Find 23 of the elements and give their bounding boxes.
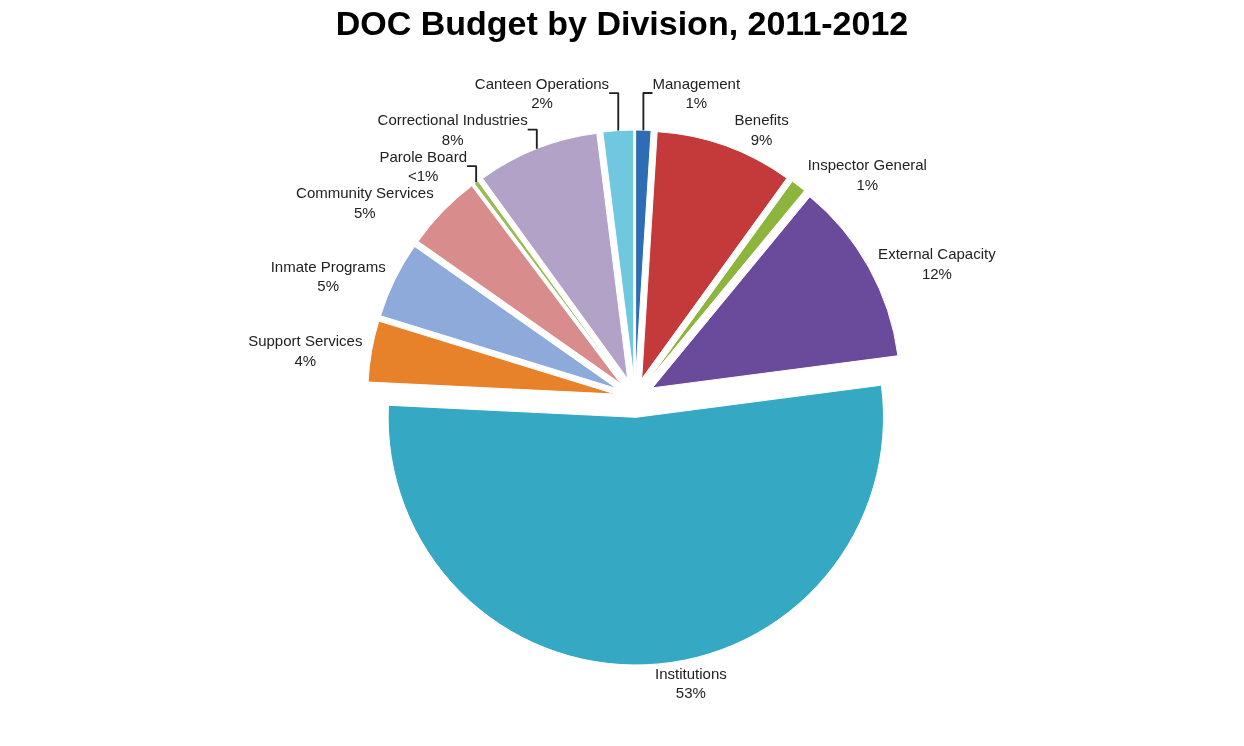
data-label: 4% (294, 351, 317, 369)
data-label: 53% (675, 684, 706, 702)
slice-label: Community Services (296, 184, 434, 202)
data-label: 8% (441, 130, 464, 148)
data-label: 9% (750, 130, 773, 148)
slice-label: Management (652, 74, 741, 92)
data-label: 1% (685, 94, 708, 112)
data-label: 12% (921, 264, 952, 282)
slice-label: Parole Board (379, 147, 468, 165)
data-label: 5% (354, 203, 376, 221)
data-label: 5% (317, 277, 339, 295)
slice-label: Inmate Programs (270, 257, 386, 275)
slice-label: Benefits (734, 111, 789, 129)
slice-label: Canteen Operations (474, 74, 610, 92)
slice-label: Inspector General (807, 156, 927, 174)
slice-label: Correctional Industries (377, 111, 528, 129)
data-label: <1% (408, 167, 439, 185)
slice-label: Institutions (655, 664, 727, 682)
slice-label: Support Services (248, 332, 363, 350)
slice-label: External Capacity (878, 245, 997, 263)
data-label: 1% (856, 175, 879, 193)
data-label: 2% (531, 94, 553, 112)
chart-title: DOC Budget by Division, 2011-2012 (335, 3, 909, 42)
